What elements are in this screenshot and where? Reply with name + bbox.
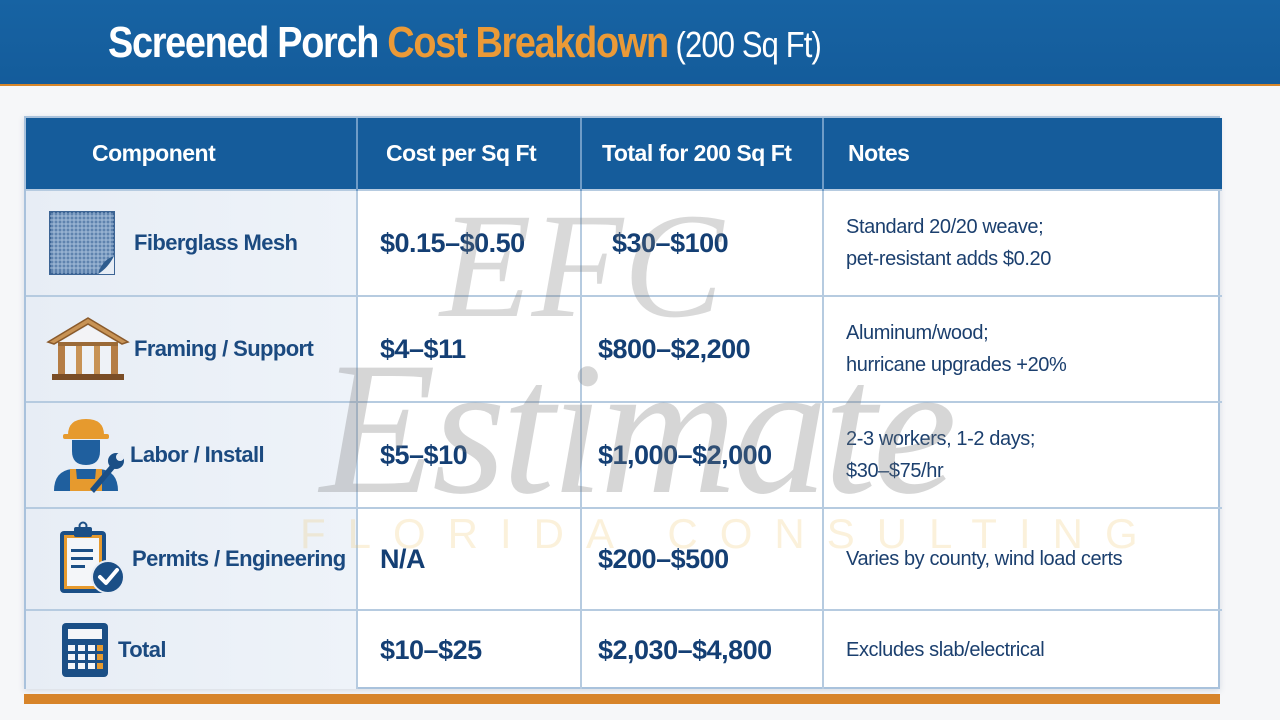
notes-cell: Varies by county, wind load certs <box>822 507 1222 611</box>
notes-line: Excludes slab/electrical <box>846 639 1045 661</box>
component-label: Framing / Support <box>134 336 314 361</box>
component-label: Labor / Install <box>130 442 265 467</box>
component-label: Total <box>118 637 167 662</box>
total-cell: $800–$2,200 <box>580 295 824 403</box>
notes-cell: Excludes slab/electrical <box>822 609 1222 689</box>
cost-per-sqft-cell: $5–$10 <box>356 401 582 509</box>
cost-per-sqft-cell: $0.15–$0.50 <box>356 189 582 297</box>
notes-line: hurricane upgrades +20% <box>846 354 1067 376</box>
table-row: Labor / Install $5–$10 $1,000–$2,000 2-3… <box>26 401 1222 509</box>
clipboard-check-icon <box>56 521 138 595</box>
notes-line: $30–$75/hr <box>846 460 944 482</box>
title-accent: Cost Breakdown <box>387 18 669 67</box>
total-cell: $1,000–$2,000 <box>580 401 824 509</box>
cost-per-sqft-cell: N/A <box>356 507 582 611</box>
notes-cell: Aluminum/wood; hurricane upgrades +20% <box>822 295 1222 403</box>
table-header-row: Component Cost per Sq Ft Total for 200 S… <box>26 118 1222 190</box>
component-label: Permits / Engineering <box>132 546 346 571</box>
component-cell: Framing / Support <box>26 295 358 403</box>
page-title: Screened Porch Cost Breakdown (200 Sq Ft… <box>108 18 822 68</box>
mesh-screen-icon <box>46 207 134 279</box>
bottom-accent-bar <box>24 694 1220 704</box>
component-cell: Labor / Install <box>26 401 358 509</box>
cost-table: Component Cost per Sq Ft Total for 200 S… <box>24 116 1222 689</box>
notes-line: pet-resistant adds $0.20 <box>846 248 1051 270</box>
notes-line: Standard 20/20 weave; <box>846 216 1044 238</box>
table-row: Framing / Support $4–$11 $800–$2,200 Alu… <box>26 295 1222 403</box>
table-row: Permits / Engineering N/A $200–$500 Vari… <box>26 507 1222 611</box>
component-cell: Total <box>26 609 358 689</box>
column-header-total: Total for 200 Sq Ft <box>581 118 824 190</box>
notes-line: Varies by county, wind load certs <box>846 548 1123 570</box>
house-frame-icon <box>46 313 134 385</box>
notes-line: 2-3 workers, 1-2 days; <box>846 428 1036 450</box>
column-header-cost-per-sqft: Cost per Sq Ft <box>357 118 582 190</box>
notes-line: Aluminum/wood; <box>846 322 989 344</box>
component-cell: Fiberglass Mesh <box>26 189 358 297</box>
worker-wrench-icon <box>46 419 130 493</box>
column-header-notes: Notes <box>823 118 1222 190</box>
total-cell: $2,030–$4,800 <box>580 609 824 689</box>
title-main: Screened Porch <box>108 18 388 67</box>
total-cell: $200–$500 <box>580 507 824 611</box>
notes-cell: Standard 20/20 weave; pet-resistant adds… <box>822 189 1222 297</box>
title-suffix: (200 Sq Ft) <box>667 24 822 65</box>
component-cell: Permits / Engineering <box>26 507 358 611</box>
table-row-total: Total $10–$25 $2,030–$4,800 Excludes sla… <box>26 609 1222 689</box>
cost-per-sqft-cell: $4–$11 <box>356 295 582 403</box>
column-header-component: Component <box>26 118 358 190</box>
notes-cell: 2-3 workers, 1-2 days; $30–$75/hr <box>822 401 1222 509</box>
cost-per-sqft-cell: $10–$25 <box>356 609 582 689</box>
table-row: Fiberglass Mesh $0.15–$0.50 $30–$100 Sta… <box>26 189 1222 297</box>
calculator-icon <box>60 614 140 686</box>
title-band: Screened Porch Cost Breakdown (200 Sq Ft… <box>0 0 1280 86</box>
total-cell: $30–$100 <box>580 189 824 297</box>
component-label: Fiberglass Mesh <box>134 230 298 255</box>
